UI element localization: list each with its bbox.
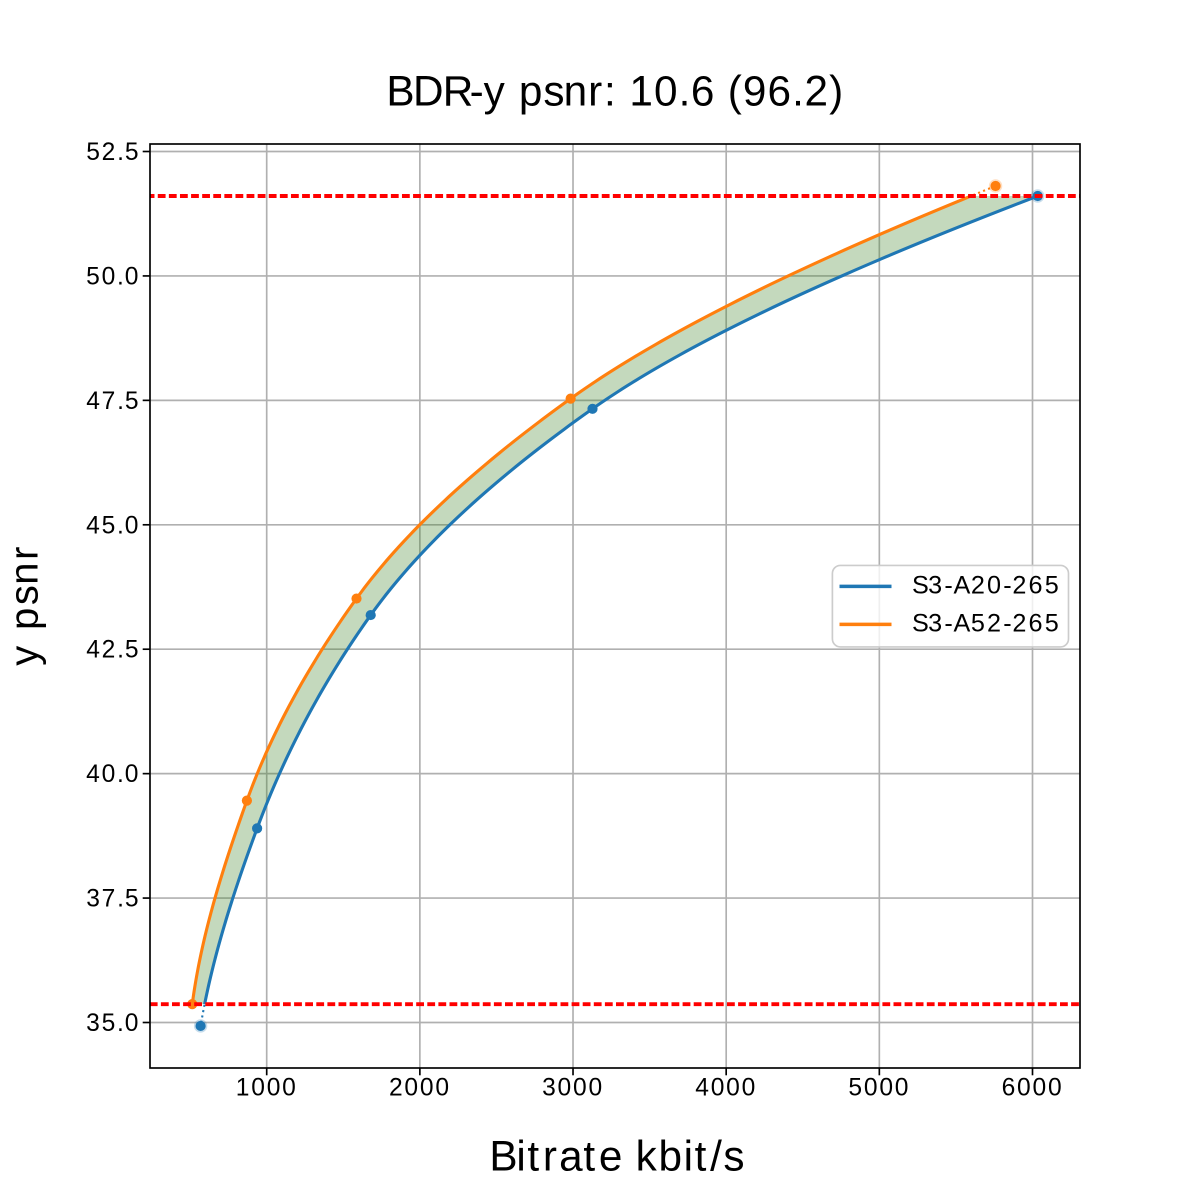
svg-text:45.0: 45.0 <box>86 512 138 539</box>
svg-text:50.0: 50.0 <box>86 263 138 290</box>
svg-text:4000: 4000 <box>695 1075 755 1102</box>
svg-text:37.5: 37.5 <box>86 886 138 913</box>
svg-text:42.5: 42.5 <box>86 637 138 664</box>
svg-text:Bitrate kbit/s: Bitrate kbit/s <box>489 1133 744 1180</box>
svg-text:6000: 6000 <box>1002 1075 1062 1102</box>
svg-text:3000: 3000 <box>542 1075 602 1102</box>
svg-text:2000: 2000 <box>389 1075 449 1102</box>
svg-text:47.5: 47.5 <box>86 388 138 415</box>
svg-text:40.0: 40.0 <box>86 761 138 788</box>
svg-text:BDR-y psnr: 10.6 (96.2): BDR-y psnr: 10.6 (96.2) <box>386 68 843 115</box>
svg-text:y psnr: y psnr <box>3 547 47 666</box>
svg-text:35.0: 35.0 <box>86 1010 138 1037</box>
svg-text:1000: 1000 <box>236 1075 296 1102</box>
svg-text:52.5: 52.5 <box>86 139 138 166</box>
svg-text:5000: 5000 <box>848 1075 908 1102</box>
